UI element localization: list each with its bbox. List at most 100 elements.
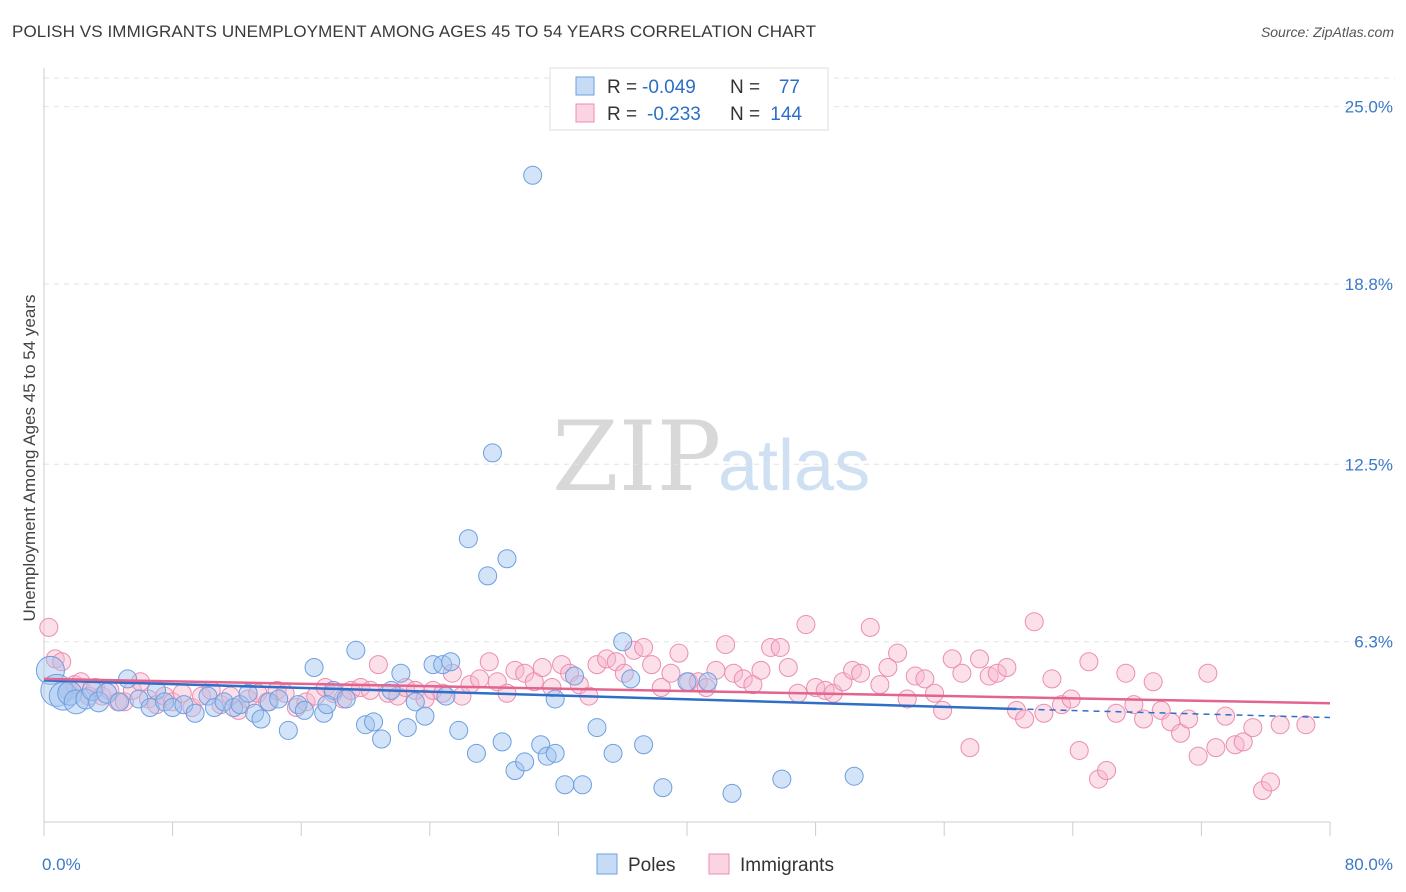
immigrants-point — [1052, 695, 1072, 715]
immigrants-point — [587, 655, 607, 675]
axes — [43, 68, 1331, 836]
poles-point — [441, 652, 461, 672]
poles-point — [405, 692, 425, 712]
immigrants-point — [1261, 772, 1281, 792]
stats-legend: R = -0.049 N = 77 R = -0.233 N = 144 — [549, 67, 829, 131]
poles-point — [230, 695, 250, 715]
immigrants-point — [1243, 718, 1263, 738]
poles-point — [478, 566, 498, 586]
legend-n-label-poles: N = — [730, 77, 760, 98]
poles-point — [515, 752, 535, 772]
immigrants-point — [1079, 652, 1099, 672]
bottom-legend-label-poles: Poles — [628, 855, 676, 876]
poles-point — [251, 709, 271, 729]
poles-point — [531, 735, 551, 755]
source-credit: Source: ZipAtlas.com — [1260, 24, 1394, 40]
immigrants-point — [770, 637, 790, 657]
poles-point — [140, 698, 160, 718]
immigrants-point — [1097, 760, 1117, 780]
immigrants-point — [1296, 715, 1316, 735]
immigrants-point — [942, 649, 962, 669]
immigrants-point — [952, 663, 972, 683]
immigrants-point — [997, 657, 1017, 677]
poles-point — [634, 735, 654, 755]
poles-point — [844, 766, 864, 786]
immigrants-point — [479, 652, 499, 672]
y-tick-label-0: 6.3% — [1354, 633, 1393, 652]
poles-point — [372, 729, 392, 749]
poles-point — [603, 743, 623, 763]
poles-point — [269, 689, 289, 709]
immigrants-point — [851, 663, 871, 683]
poles-point — [204, 698, 224, 718]
y-tick-label-3: 25.0% — [1345, 98, 1393, 117]
immigrants-point — [724, 663, 744, 683]
immigrants-point — [987, 663, 1007, 683]
poles-point — [185, 703, 205, 723]
immigrants-point — [1179, 709, 1199, 729]
poles-point — [317, 695, 337, 715]
immigrants-point — [642, 655, 662, 675]
trend-lines — [43, 677, 1331, 719]
immigrants-point — [669, 643, 689, 663]
poles-point — [336, 689, 356, 709]
immigrants-point — [532, 657, 552, 677]
poles-point — [523, 165, 543, 185]
immigrants-point — [888, 643, 908, 663]
immigrants-trend-line — [43, 677, 1331, 705]
poles-point — [346, 640, 366, 660]
poles-trend-line — [43, 679, 1017, 711]
immigrants-point — [368, 655, 388, 675]
immigrants-point — [970, 649, 990, 669]
immigrants-point — [1270, 715, 1290, 735]
poles-point — [238, 683, 258, 703]
legend-swatch-immigrants — [575, 103, 595, 123]
poles-point — [110, 692, 130, 712]
legend-r-value-poles: -0.049 — [642, 77, 696, 98]
poles-point — [35, 655, 65, 685]
immigrants-point — [1134, 709, 1154, 729]
immigrants-point — [1188, 746, 1208, 766]
immigrants-point — [796, 615, 816, 635]
immigrants-point — [733, 669, 753, 689]
immigrants-point — [933, 700, 953, 720]
immigrants-point — [1116, 663, 1136, 683]
immigrants-point — [878, 657, 898, 677]
chart-title: POLISH VS IMMIGRANTS UNEMPLOYMENT AMONG … — [12, 22, 817, 41]
poles-point — [163, 698, 183, 718]
watermark-atlas: atlas — [718, 426, 870, 506]
poles-point — [391, 663, 411, 683]
series-legend: Poles Immigrants — [596, 853, 834, 876]
legend-swatch-poles — [575, 76, 595, 96]
y-tick-label-2: 18.8% — [1345, 275, 1393, 294]
bottom-legend-swatch-immigrants — [708, 853, 730, 875]
poles-point — [545, 743, 565, 763]
immigrants-point — [39, 617, 59, 637]
poles-point — [621, 669, 641, 689]
legend-r-label-immigrants: R = — [607, 104, 637, 125]
immigrants-point — [1042, 669, 1062, 689]
poles-point — [613, 632, 633, 652]
poles-points — [35, 165, 864, 803]
poles-point — [564, 666, 584, 686]
poles-point — [415, 706, 435, 726]
immigrants-point — [1143, 672, 1163, 692]
poles-point — [573, 775, 593, 795]
poles-point — [545, 689, 565, 709]
poles-point — [698, 672, 718, 692]
poles-point — [294, 700, 314, 720]
immigrants-point — [1069, 740, 1089, 760]
immigrants-point — [1233, 732, 1253, 752]
poles-point — [364, 712, 384, 732]
immigrants-point — [192, 686, 212, 706]
immigrants-point — [1171, 723, 1191, 743]
immigrants-point — [1206, 738, 1226, 758]
immigrants-point — [915, 669, 935, 689]
poles-point — [653, 778, 673, 798]
poles-point — [677, 672, 697, 692]
poles-point — [555, 775, 575, 795]
watermark-zip: ZIP — [552, 401, 721, 513]
immigrants-point — [1024, 612, 1044, 632]
y-axis-label: Unemployment Among Ages 45 to 54 years — [20, 295, 39, 622]
